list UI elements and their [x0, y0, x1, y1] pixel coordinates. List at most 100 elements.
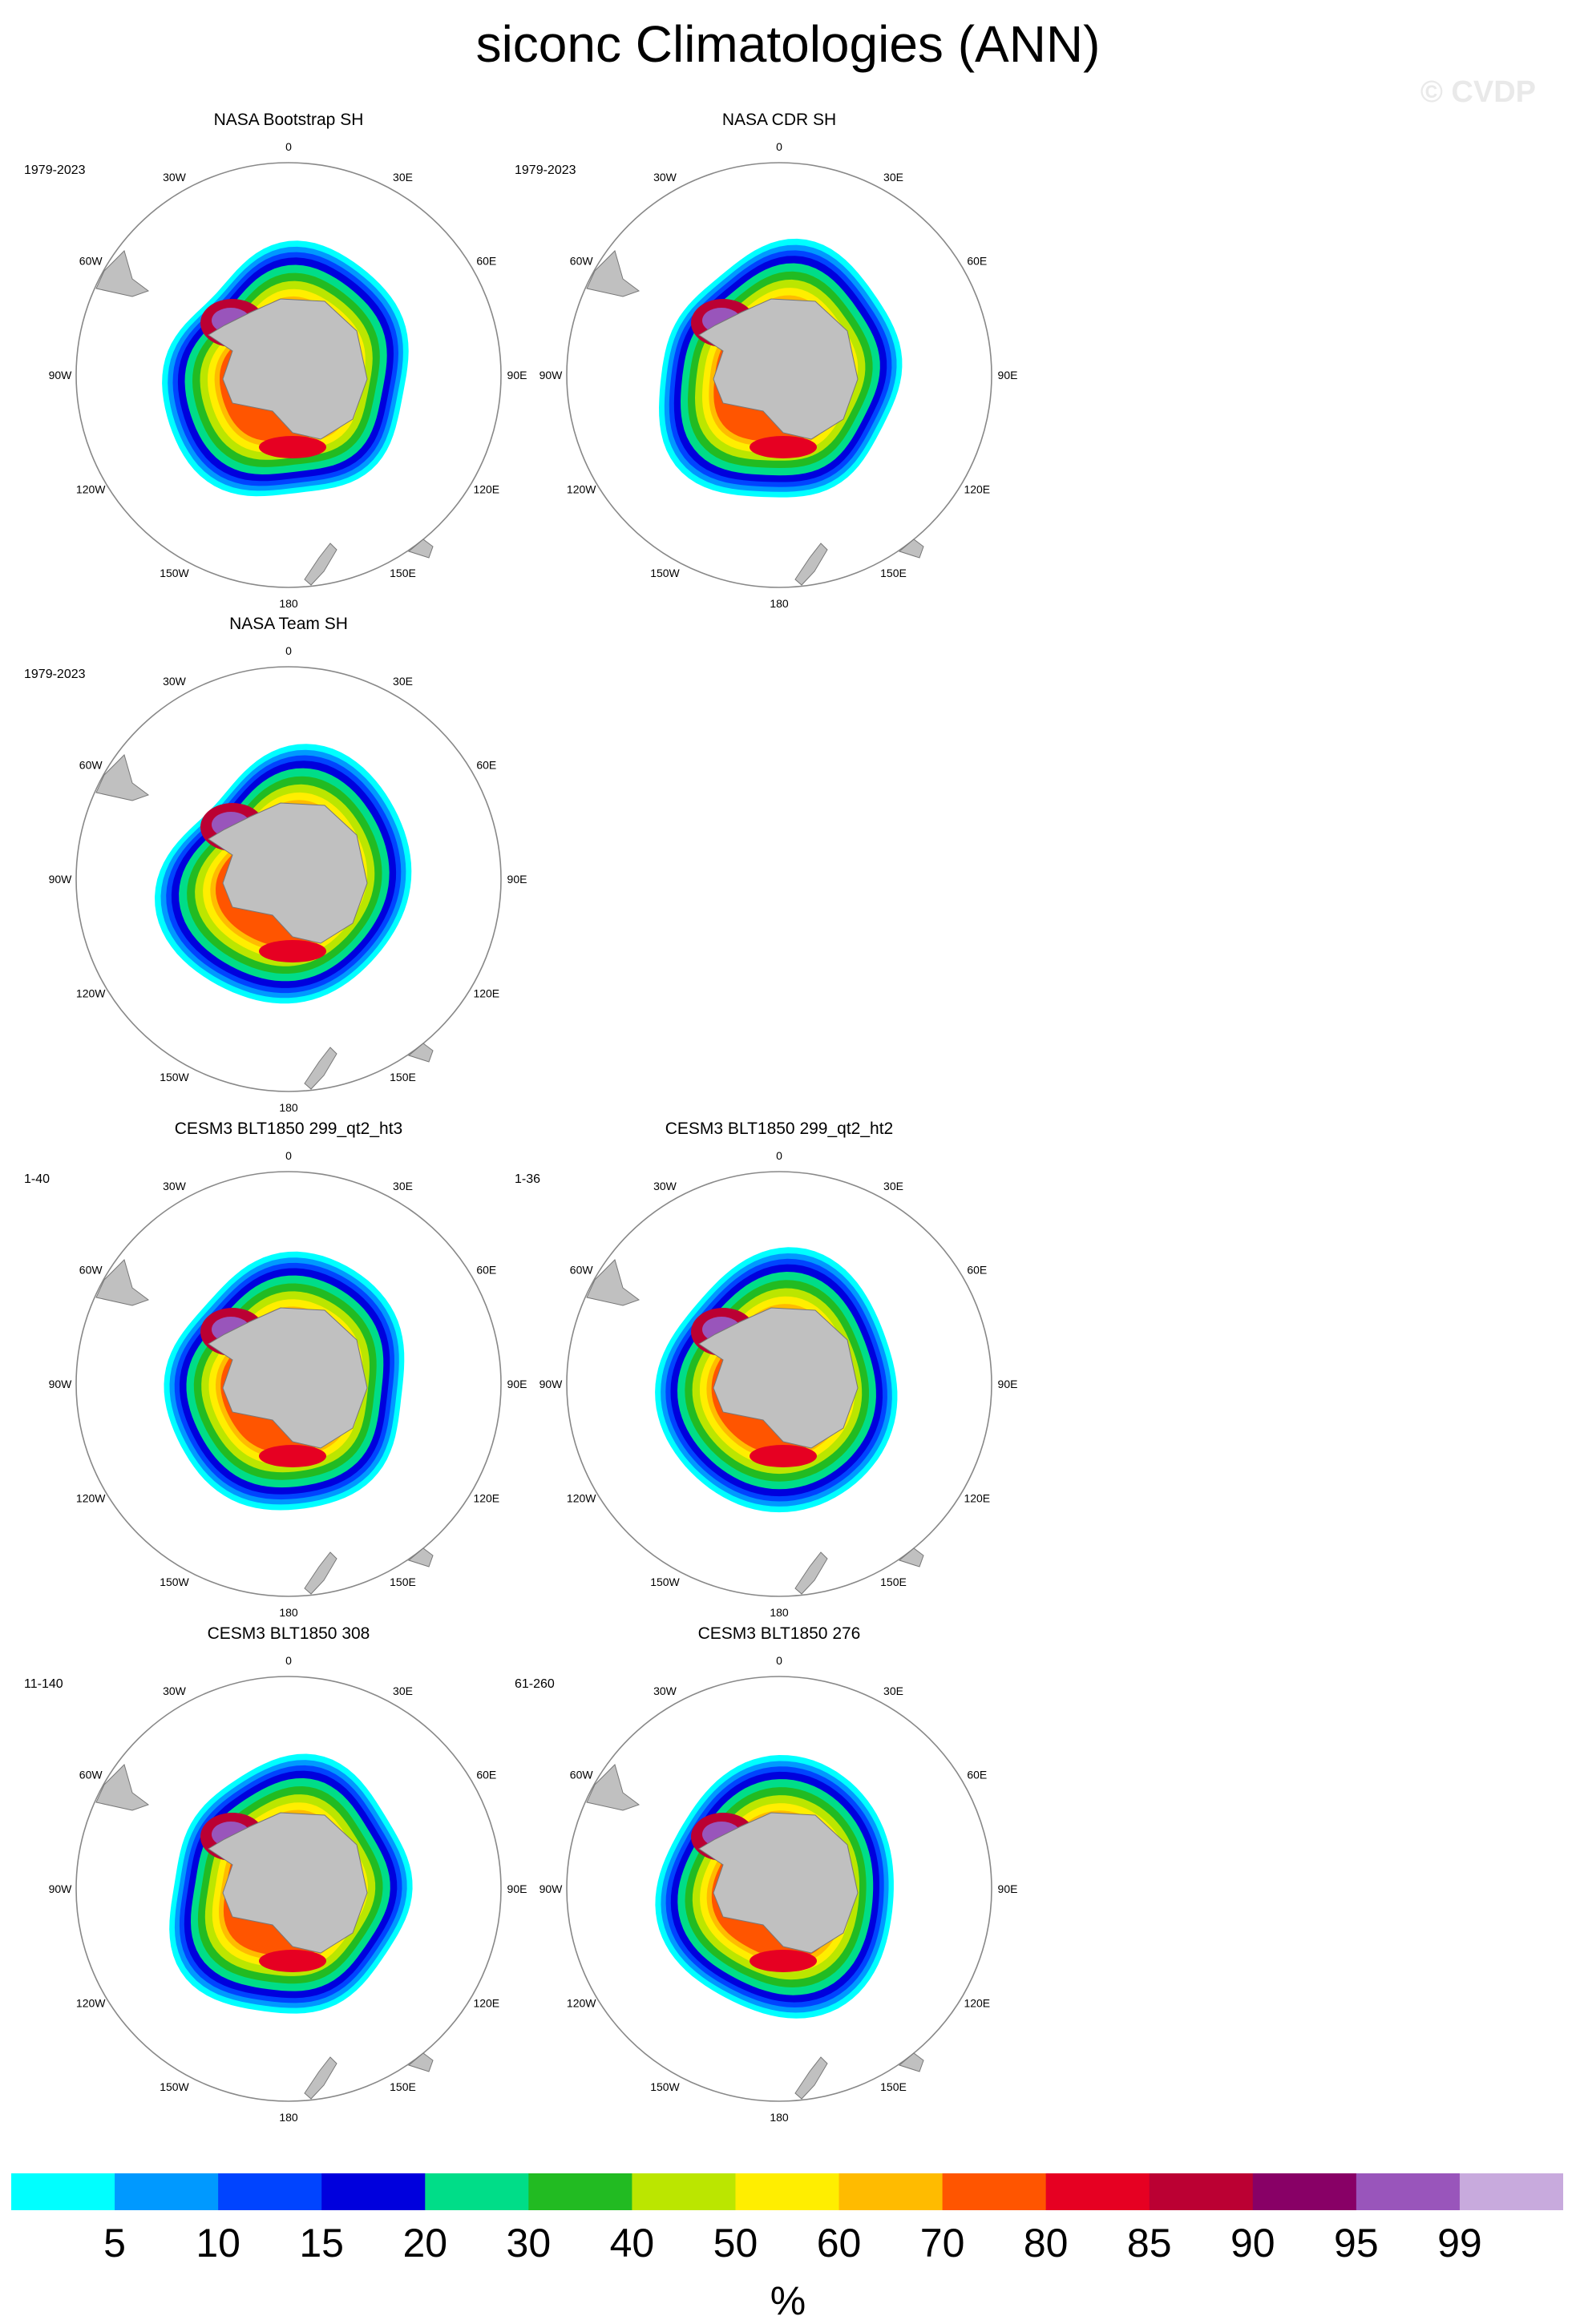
antarctica-landmass: [208, 298, 368, 440]
panel-title: CESM3 BLT1850 308: [207, 1624, 370, 1643]
ice-contour-band: [259, 1950, 326, 1972]
south-america-landmass: [95, 754, 150, 801]
new-zealand-landmass: [794, 2056, 828, 2100]
longitude-label: 120W: [567, 1997, 596, 2010]
longitude-label: 90W: [539, 369, 564, 381]
panel-period: 1979-2023: [24, 668, 86, 681]
south-america-landmass: [95, 250, 150, 297]
longitude-label: 0: [776, 1654, 782, 1667]
longitude-label: 120W: [76, 987, 106, 1000]
panel-period: 1979-2023: [24, 163, 86, 177]
panel-title: NASA CDR SH: [721, 111, 837, 129]
antarctica-landmass: [698, 298, 859, 440]
colorbar-tick-label: 85: [1126, 2221, 1172, 2265]
longitude-label: 150E: [390, 567, 416, 579]
longitude-label: 60E: [476, 255, 496, 268]
australia-landmass: [898, 2052, 924, 2072]
longitude-label: 60E: [476, 1264, 496, 1277]
longitude-label: 0: [285, 644, 292, 657]
longitude-label: 60W: [79, 1769, 103, 1781]
colorbar-segment: [942, 2173, 1047, 2210]
map-panel: NASA Bootstrap SH 1979-2023 0 30E 60E 90E 120E…: [8, 111, 569, 623]
polar-map: 0 30E 60E 90E 120E 150E 180 150W 120W 90W 60W 30W: [49, 644, 527, 1114]
longitude-label: 150E: [390, 1576, 416, 1588]
longitude-label: 150E: [880, 1576, 907, 1588]
watermark: © CVDP: [1420, 75, 1536, 109]
south-america-landmass: [586, 1259, 641, 1306]
colorbar-segment: [1459, 2173, 1563, 2210]
colorbar-segment: [218, 2173, 322, 2210]
ice-contour-band: [259, 940, 326, 962]
ice-contour-band: [750, 1445, 817, 1467]
longitude-label: 60W: [570, 1264, 594, 1277]
map-panel: CESM3 BLT1850 299_qt2_ht2 1-36 0 30E 60E 90E 1…: [499, 1120, 1060, 1632]
new-zealand-landmass: [304, 2056, 337, 2100]
new-zealand-landmass: [304, 1047, 337, 1090]
longitude-label: 30W: [163, 675, 187, 688]
longitude-label: 30E: [883, 1180, 903, 1192]
colorbar-tick-label: 15: [299, 2221, 344, 2265]
antarctica-landmass: [208, 1812, 368, 1954]
longitude-label: 90E: [507, 873, 527, 886]
figure-title: siconc Climatologies (ANN): [475, 15, 1101, 73]
longitude-label: 30W: [163, 1684, 187, 1697]
colorbar-segment: [11, 2173, 115, 2210]
longitude-label: 30E: [883, 1684, 903, 1697]
polar-map: 0 30E 60E 90E 120E 150E 180 150W 120W 90W 60W 30W: [539, 1149, 1018, 1619]
colorbar-tick-label: 95: [1334, 2221, 1379, 2265]
longitude-label: 0: [776, 1149, 782, 1162]
longitude-label: 30E: [393, 1684, 413, 1697]
longitude-label: 30W: [653, 1180, 677, 1192]
longitude-label: 120E: [473, 1492, 499, 1505]
longitude-label: 120E: [964, 1492, 990, 1505]
longitude-label: 180: [279, 597, 298, 610]
map-panel: CESM3 BLT1850 308 11-140 0 30E 60E 90E 120E 150…: [8, 1624, 569, 2137]
australia-landmass: [898, 539, 924, 559]
australia-landmass: [407, 1547, 434, 1567]
longitude-label: 90E: [998, 369, 1018, 381]
longitude-label: 120W: [567, 1492, 596, 1505]
panel-period: 1-36: [515, 1172, 541, 1186]
polar-map: 0 30E 60E 90E 120E 150E 180 150W 120W 90W 60W 30W: [49, 140, 527, 610]
colorbar-tick-label: 20: [402, 2221, 448, 2265]
longitude-label: 30E: [393, 675, 413, 688]
longitude-label: 90E: [998, 1378, 1018, 1390]
longitude-label: 90W: [49, 1378, 73, 1390]
longitude-label: 60W: [79, 255, 103, 268]
polar-map: 0 30E 60E 90E 120E 150E 180 150W 120W 90W 60W 30W: [539, 140, 1018, 610]
longitude-label: 180: [279, 1101, 298, 1114]
colorbar-segment: [115, 2173, 219, 2210]
longitude-label: 30E: [393, 1180, 413, 1192]
longitude-label: 120E: [964, 483, 990, 496]
australia-landmass: [407, 539, 434, 559]
colorbar-unit: %: [770, 2278, 806, 2323]
longitude-label: 180: [279, 2111, 298, 2124]
longitude-label: 60W: [570, 255, 594, 268]
longitude-label: 150W: [160, 1071, 189, 1083]
colorbar-tick-label: 10: [196, 2221, 240, 2265]
longitude-label: 120E: [473, 483, 499, 496]
longitude-label: 60E: [476, 759, 496, 772]
south-america-landmass: [95, 1764, 150, 1811]
colorbar-tick-label: 70: [919, 2221, 965, 2265]
colorbar-tick-label: 99: [1437, 2221, 1482, 2265]
new-zealand-landmass: [794, 543, 828, 586]
south-america-landmass: [95, 1259, 150, 1306]
colorbar-segment: [425, 2173, 529, 2210]
panel-title: NASA Team SH: [229, 615, 348, 633]
map-panel: NASA Team SH 1979-2023 0 30E 60E 90E 120E 150E 1…: [8, 615, 569, 1128]
map-panel: NASA CDR SH 1979-2023 0 30E 60E 90E 120E 150E 18…: [499, 111, 1060, 623]
longitude-label: 90W: [49, 873, 73, 886]
longitude-label: 90E: [507, 1378, 527, 1390]
panel-title: CESM3 BLT1850 299_qt2_ht2: [665, 1120, 894, 1138]
colorbar-tick-label: 30: [506, 2221, 552, 2265]
longitude-label: 60E: [967, 255, 987, 268]
colorbar: [11, 2173, 1563, 2210]
longitude-label: 120E: [964, 1997, 990, 2010]
colorbar-segment: [1045, 2173, 1150, 2210]
longitude-label: 180: [770, 2111, 789, 2124]
australia-landmass: [898, 1547, 924, 1567]
longitude-label: 90E: [998, 1882, 1018, 1895]
colorbar-segment: [1149, 2173, 1254, 2210]
ice-contour-band: [259, 1445, 326, 1467]
